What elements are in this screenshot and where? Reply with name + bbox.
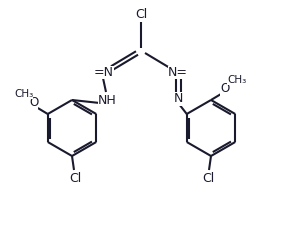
Text: CH₃: CH₃: [227, 75, 246, 85]
Text: =N: =N: [94, 66, 114, 79]
Text: O: O: [220, 83, 230, 96]
Text: Cl: Cl: [202, 172, 214, 185]
Text: O: O: [29, 97, 38, 110]
Text: NH: NH: [98, 93, 116, 106]
Text: N: N: [173, 93, 183, 105]
Text: Cl: Cl: [69, 172, 81, 185]
Text: Cl: Cl: [135, 8, 147, 21]
Text: N=: N=: [168, 66, 188, 79]
Text: CH₃: CH₃: [14, 89, 33, 99]
